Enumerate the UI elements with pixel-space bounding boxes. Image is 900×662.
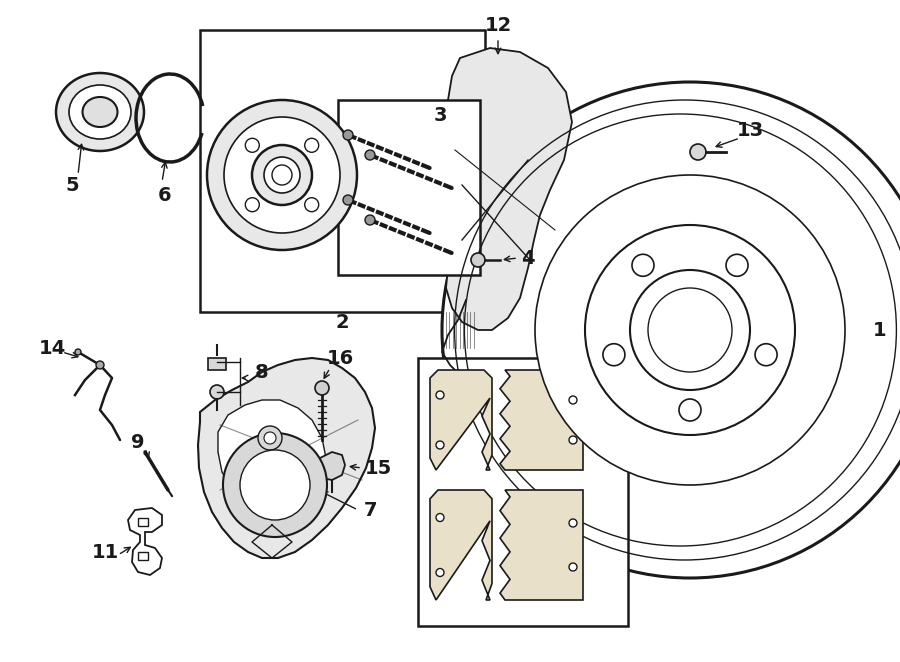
Circle shape [648,288,732,372]
Circle shape [603,344,625,365]
Text: 8: 8 [256,363,269,381]
Text: 14: 14 [39,338,66,357]
Circle shape [755,344,777,365]
Ellipse shape [69,85,131,139]
Circle shape [75,349,81,355]
Circle shape [436,391,444,399]
Circle shape [632,254,654,276]
Text: 1: 1 [873,320,886,340]
Ellipse shape [83,97,118,127]
Bar [138,552,148,560]
Polygon shape [500,490,583,600]
Bar [208,358,226,370]
Text: 15: 15 [364,459,392,477]
Text: 9: 9 [131,432,145,451]
Bar [338,100,480,275]
Bar [200,30,485,312]
Circle shape [630,270,750,390]
Circle shape [343,195,353,205]
Ellipse shape [56,73,144,151]
Circle shape [224,117,340,233]
Circle shape [365,215,375,225]
Circle shape [436,569,444,577]
Circle shape [690,144,706,160]
Circle shape [210,385,224,399]
Circle shape [442,82,900,578]
Circle shape [252,145,312,205]
Circle shape [726,254,748,276]
Text: 5: 5 [65,175,79,195]
Polygon shape [318,452,345,480]
Circle shape [272,165,292,185]
Circle shape [569,563,577,571]
Polygon shape [218,400,326,514]
Circle shape [436,514,444,522]
Circle shape [569,396,577,404]
Circle shape [246,198,259,212]
Circle shape [246,138,259,152]
Text: 13: 13 [736,120,763,140]
Text: 4: 4 [521,248,535,267]
Text: 11: 11 [92,542,119,561]
Circle shape [585,225,795,435]
Polygon shape [198,358,375,558]
Circle shape [535,175,845,485]
Polygon shape [430,370,492,470]
Circle shape [343,130,353,140]
Circle shape [223,433,327,537]
Text: 12: 12 [484,15,511,34]
Circle shape [315,381,329,395]
Circle shape [264,157,300,193]
Text: 6: 6 [158,185,172,205]
Circle shape [96,361,104,369]
Circle shape [240,450,310,520]
Text: 10: 10 [636,459,663,477]
Text: 2: 2 [335,312,349,332]
Bar [138,518,148,526]
Polygon shape [128,508,162,575]
Circle shape [365,150,375,160]
Circle shape [207,100,357,250]
Circle shape [471,253,485,267]
Circle shape [305,198,319,212]
Circle shape [569,519,577,527]
Circle shape [305,138,319,152]
Circle shape [264,432,276,444]
Circle shape [679,399,701,421]
Text: 16: 16 [327,348,354,367]
Circle shape [436,441,444,449]
Text: 7: 7 [364,500,377,520]
Polygon shape [430,490,492,600]
Polygon shape [446,48,572,330]
Text: 3: 3 [433,105,446,124]
Polygon shape [500,370,583,470]
Circle shape [258,426,282,450]
Bar [418,358,628,626]
Circle shape [569,436,577,444]
